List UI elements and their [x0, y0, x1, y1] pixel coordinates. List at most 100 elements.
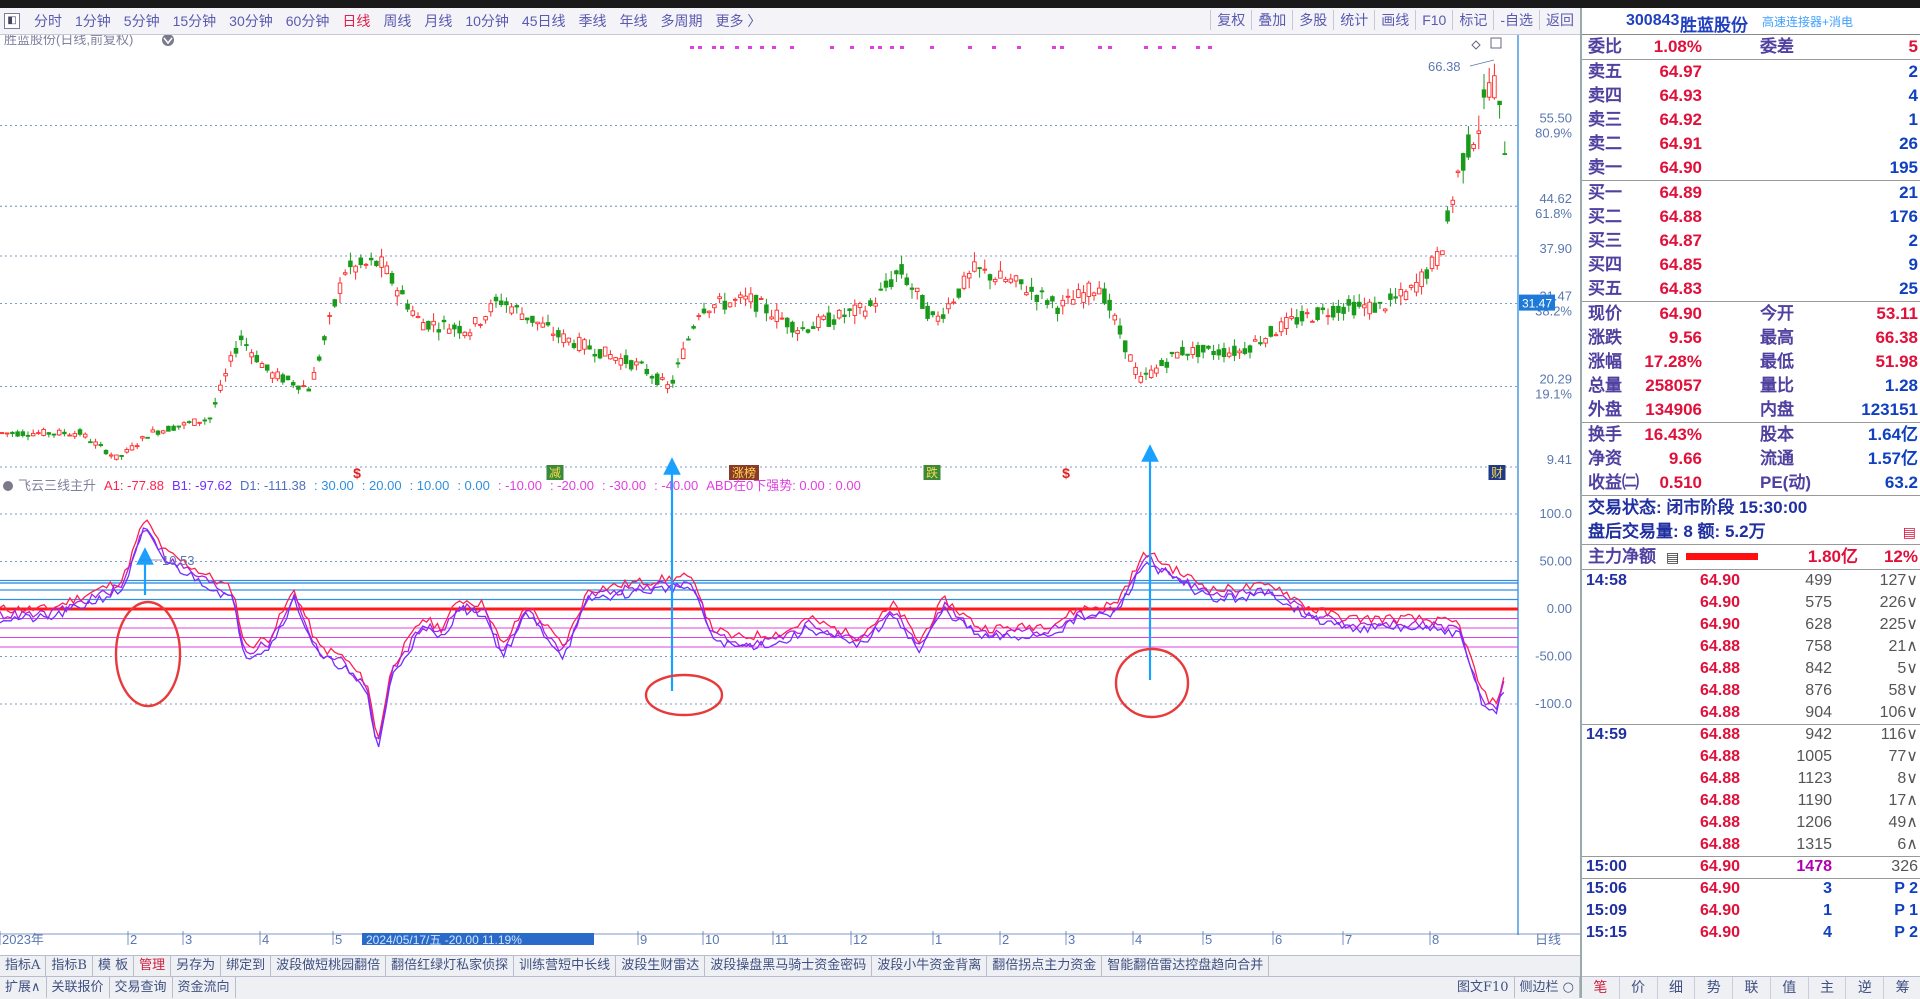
chart-icon[interactable]: ▤ [1902, 524, 1916, 540]
chart-menu-icon[interactable] [162, 35, 174, 46]
period-4[interactable]: 30分钟 [229, 13, 273, 29]
panel-tab-7[interactable]: 逆 [1846, 977, 1885, 999]
candle [160, 429, 166, 435]
current-price-tag [1519, 294, 1555, 311]
indicator-tab-9[interactable]: 波段生财雷达 [616, 956, 706, 976]
tick-row: 14:59 64.88 942 116∨ [1582, 724, 1920, 746]
period-6[interactable]: 日线 [342, 13, 371, 29]
period-12[interactable]: 年线 [619, 13, 648, 29]
period-10[interactable]: 45日线 [521, 13, 566, 29]
indicator-tab-4[interactable]: 另存为 [171, 956, 222, 976]
event-marker-1[interactable]: 减 [546, 465, 564, 480]
tick-price: 64.88 [1700, 660, 1741, 677]
candle [1476, 115, 1482, 150]
candle [769, 309, 774, 321]
ext-tab-right-1[interactable]: 侧边栏 ○ [1515, 977, 1580, 998]
tool-0[interactable]: 复权 [1210, 10, 1251, 30]
candle [400, 285, 405, 295]
candle [732, 297, 738, 308]
event-marker-2[interactable]: 涨榜 [729, 465, 759, 480]
buy-level-1: 买一 64.89 21 [1582, 181, 1920, 205]
indicator-tab-8[interactable]: 训练营短中长线 [514, 956, 617, 976]
tool-6[interactable]: 标记 [1452, 10, 1493, 30]
stat-row-1-label2: 最高 [1760, 328, 1794, 347]
tool-1[interactable]: 叠加 [1251, 10, 1292, 30]
period-14[interactable]: 更多 〉 [715, 13, 762, 29]
indicator-tab-13[interactable]: 智能翻倍雷达控盘趋向合并 [1102, 956, 1270, 976]
indicator-tab-1[interactable]: 指标B [46, 956, 93, 976]
panel-toggle-icon[interactable]: ◧ [4, 13, 20, 29]
buy-level-3-value2: 2 [1908, 231, 1918, 250]
panel-tab-2[interactable]: 细 [1658, 977, 1696, 999]
main-fund-row[interactable]: 主力净额 ▤ 1.80亿 12% [1582, 545, 1920, 569]
period-11[interactable]: 季线 [578, 13, 607, 29]
candle [36, 429, 41, 435]
stock-concept[interactable]: 高速连接器+消电 [1762, 15, 1854, 29]
ext-tab-1[interactable]: 关联报价 [47, 977, 110, 998]
candle [1268, 325, 1274, 338]
tool-8[interactable]: 返回 [1539, 10, 1580, 30]
tool-3[interactable]: 统计 [1333, 10, 1374, 30]
tool-7[interactable]: -自选 [1493, 10, 1539, 30]
panel-tab-3[interactable]: 势 [1695, 977, 1734, 999]
indicator-tab-7[interactable]: 翻倍红绿灯私家侦探 [386, 956, 515, 976]
event-marker-3[interactable]: 跌 [923, 465, 941, 480]
buy-level-3-label: 买三 [1588, 231, 1622, 250]
tick-price: 64.90 [1700, 572, 1741, 589]
event-marker-0[interactable]: $ [353, 465, 361, 481]
stock-name[interactable]: 胜蓝股份 [1680, 16, 1748, 35]
candle [0, 432, 5, 435]
period-7[interactable]: 周线 [383, 13, 412, 29]
ext-tab-0[interactable]: 扩展∧ [0, 977, 47, 998]
tool-4[interactable]: 画线 [1374, 10, 1415, 30]
tick-row: 64.88 1005 77∨ [1582, 746, 1920, 768]
indicator-pane: 飞云三线主升 A1: -77.88 B1: -97.62 D1: -111.38: 3… [0, 478, 1518, 748]
stat-row-0-label2: 今开 [1760, 304, 1794, 323]
indicator-tab-10[interactable]: 波段操盘黑马骑士资金密码 [705, 956, 873, 976]
period-3[interactable]: 15分钟 [172, 13, 217, 29]
panel-tab-5[interactable]: 值 [1771, 977, 1809, 999]
ext-tab-right-0[interactable]: 图文F10 [1452, 977, 1515, 998]
candle [1434, 246, 1440, 270]
indicator-tab-3[interactable]: 管理 [134, 956, 172, 976]
indicator-tab-0[interactable]: 指标A [0, 956, 47, 976]
panel-tab-1[interactable]: 价 [1620, 977, 1658, 999]
tool-2[interactable]: 多股 [1292, 10, 1333, 30]
period-9[interactable]: 10分钟 [465, 13, 509, 29]
candle [363, 262, 369, 269]
indicator-tab-12[interactable]: 翻倍拐点主力资金 [987, 956, 1103, 976]
candle [493, 293, 499, 308]
tick-count: P 2 [1894, 880, 1918, 897]
panel-tab-0[interactable]: 笔 [1582, 977, 1620, 999]
candle [717, 293, 722, 304]
indicator-tab-11[interactable]: 波段小牛资金背离 [872, 956, 988, 976]
kline-chart[interactable]: 胜蓝股份(日线,前复权) $ 减 涨榜 跌 $ 财 飞云三线主升 A1: -77.88 B1:… [0, 35, 1580, 945]
panel-tab-6[interactable]: 主 [1809, 977, 1847, 999]
tick-row: 15:15 64.90 4 P 2 [1582, 922, 1920, 944]
period-5[interactable]: 60分钟 [285, 13, 330, 29]
panel-tab-4[interactable]: 联 [1733, 977, 1771, 999]
tool-5[interactable]: F10 [1415, 10, 1452, 30]
period-0[interactable]: 分时 [34, 13, 62, 29]
ext-tab-2[interactable]: 交易查询 [110, 977, 173, 998]
candle [1211, 344, 1216, 360]
indicator-tab-5[interactable]: 绑定到 [221, 956, 272, 976]
ext-tab-3[interactable]: 资金流向 [173, 977, 236, 998]
tick-price: 64.88 [1700, 814, 1741, 831]
period-2[interactable]: 5分钟 [123, 13, 160, 29]
list-icon[interactable]: ▤ [1666, 549, 1680, 565]
period-13[interactable]: 多周期 [660, 13, 703, 29]
indicator-tab-2[interactable]: 模 板 [93, 956, 135, 976]
candle [327, 312, 332, 325]
period-8[interactable]: 月线 [424, 13, 453, 29]
candle [212, 397, 218, 408]
candle [535, 321, 540, 331]
candle [1029, 277, 1034, 301]
period-1[interactable]: 1分钟 [75, 13, 111, 29]
event-marker-5[interactable]: 财 [1488, 465, 1506, 480]
window-icon[interactable] [1490, 37, 1502, 49]
indicator-tab-6[interactable]: 波段做短桃园翻倍 [271, 956, 387, 976]
diamond-icon[interactable] [1471, 40, 1481, 50]
panel-tab-8[interactable]: 筹 [1884, 977, 1920, 999]
event-marker-4[interactable]: $ [1062, 465, 1070, 481]
